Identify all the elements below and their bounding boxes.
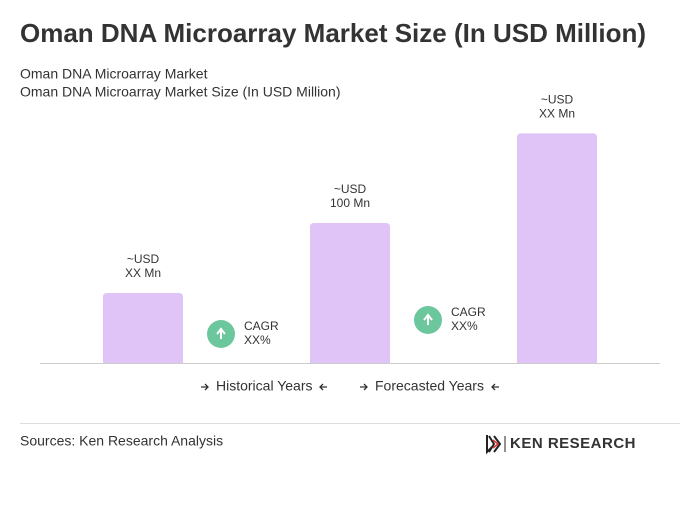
bar	[310, 223, 390, 363]
legend-arrow	[360, 383, 368, 391]
value-label: ~USD	[541, 93, 574, 107]
bar	[517, 133, 597, 363]
value-label: ~USD	[334, 182, 367, 196]
bar	[103, 293, 183, 363]
logo: KEN RESEARCH	[486, 435, 636, 455]
cagr-label: CAGR	[451, 305, 486, 319]
legend-arrow	[319, 383, 327, 391]
legend-label: Historical Years	[216, 378, 313, 394]
logo-accent	[492, 439, 500, 449]
logo-text: KEN RESEARCH	[510, 435, 636, 452]
value-label: ~USD	[127, 252, 160, 266]
subtitle: Oman DNA Microarray Market Size (In USD …	[20, 84, 341, 100]
value-label: 100 Mn	[330, 196, 370, 210]
legend-label: Forecasted Years	[375, 378, 484, 394]
legend-arrow	[491, 383, 499, 391]
cagr-label: CAGR	[244, 319, 279, 333]
cagr-label: XX%	[451, 319, 478, 333]
logo-icon	[486, 435, 502, 455]
value-label: XX Mn	[125, 266, 161, 280]
subtitle: Oman DNA Microarray Market	[20, 66, 208, 82]
legend-arrow	[201, 383, 209, 391]
chart-title: Oman DNA Microarray Market Size (In USD …	[20, 18, 646, 48]
cagr-arrow	[216, 327, 226, 339]
cagr-arrow	[423, 313, 433, 325]
source: Sources: Ken Research Analysis	[20, 433, 223, 449]
cagr-label: XX%	[244, 333, 271, 347]
value-label: XX Mn	[539, 107, 575, 121]
